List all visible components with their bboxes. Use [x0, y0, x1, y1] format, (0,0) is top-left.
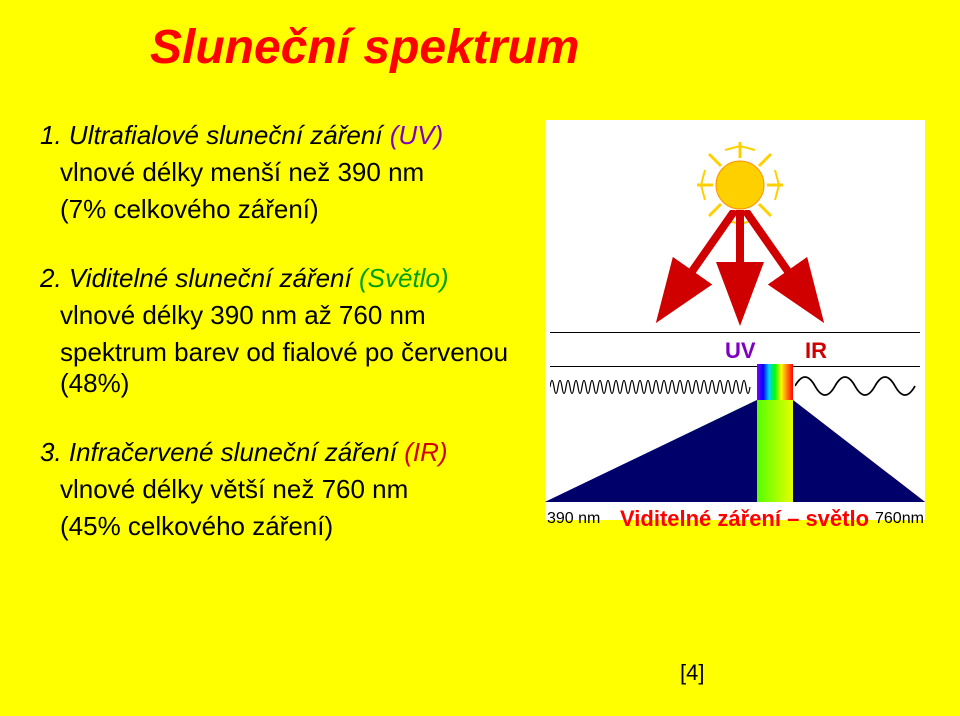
item-2-line2: spektrum barev od fialové po červenou (4… — [60, 337, 520, 399]
item-3-mark: (IR) — [404, 437, 447, 467]
item-3-name: Infračervené sluneční záření — [69, 437, 397, 467]
item-1-head: 1. Ultrafialové sluneční záření (UV) — [40, 120, 520, 151]
ir-wave-icon — [795, 368, 925, 403]
list-item-1: 1. Ultrafialové sluneční záření (UV) vln… — [40, 120, 520, 225]
list-item-2: 2. Viditelné sluneční záření (Světlo) vl… — [40, 263, 520, 399]
divider-line — [550, 366, 920, 367]
item-1-line2: (7% celkového záření) — [60, 194, 520, 225]
item-2-name: Viditelné sluneční záření — [69, 263, 352, 293]
divider-line — [550, 332, 920, 333]
item-1-mark: (UV) — [390, 120, 443, 150]
item-2-head: 2. Viditelné sluneční záření (Světlo) — [40, 263, 520, 294]
item-2-line1: vlnové délky 390 nm až 760 nm — [60, 300, 520, 331]
item-1-name: Ultrafialové sluneční záření — [69, 120, 383, 150]
page-title: Sluneční spektrum — [150, 20, 579, 75]
wavelength-left-label: 390 nm — [547, 510, 600, 528]
item-2-mark: (Světlo) — [359, 263, 449, 293]
wavelength-right-label: 760nm — [875, 510, 924, 528]
sun-rays-arrows — [605, 210, 865, 330]
citation: [4] — [680, 660, 704, 686]
visible-light-label: Viditelné záření – světlo — [620, 506, 869, 532]
item-3-num: 3. — [40, 437, 62, 467]
uv-wave-icon — [550, 372, 755, 402]
item-2-num: 2. — [40, 263, 62, 293]
spectrum-diagram: UV IR 390 nm Viditelné záření – světlo — [545, 120, 925, 520]
spectrum-prism — [545, 400, 925, 505]
uv-label: UV — [725, 338, 756, 364]
ir-label: IR — [805, 338, 827, 364]
list-item-3: 3. Infračervené sluneční záření (IR) vln… — [40, 437, 520, 542]
item-3-line2: (45% celkového záření) — [60, 511, 520, 542]
item-3-head: 3. Infračervené sluneční záření (IR) — [40, 437, 520, 468]
item-1-line1: vlnové délky menší než 390 nm — [60, 157, 520, 188]
item-1-num: 1. — [40, 120, 62, 150]
item-3-line1: vlnové délky větší než 760 nm — [60, 474, 520, 505]
text-column: 1. Ultrafialové sluneční záření (UV) vln… — [40, 120, 520, 580]
